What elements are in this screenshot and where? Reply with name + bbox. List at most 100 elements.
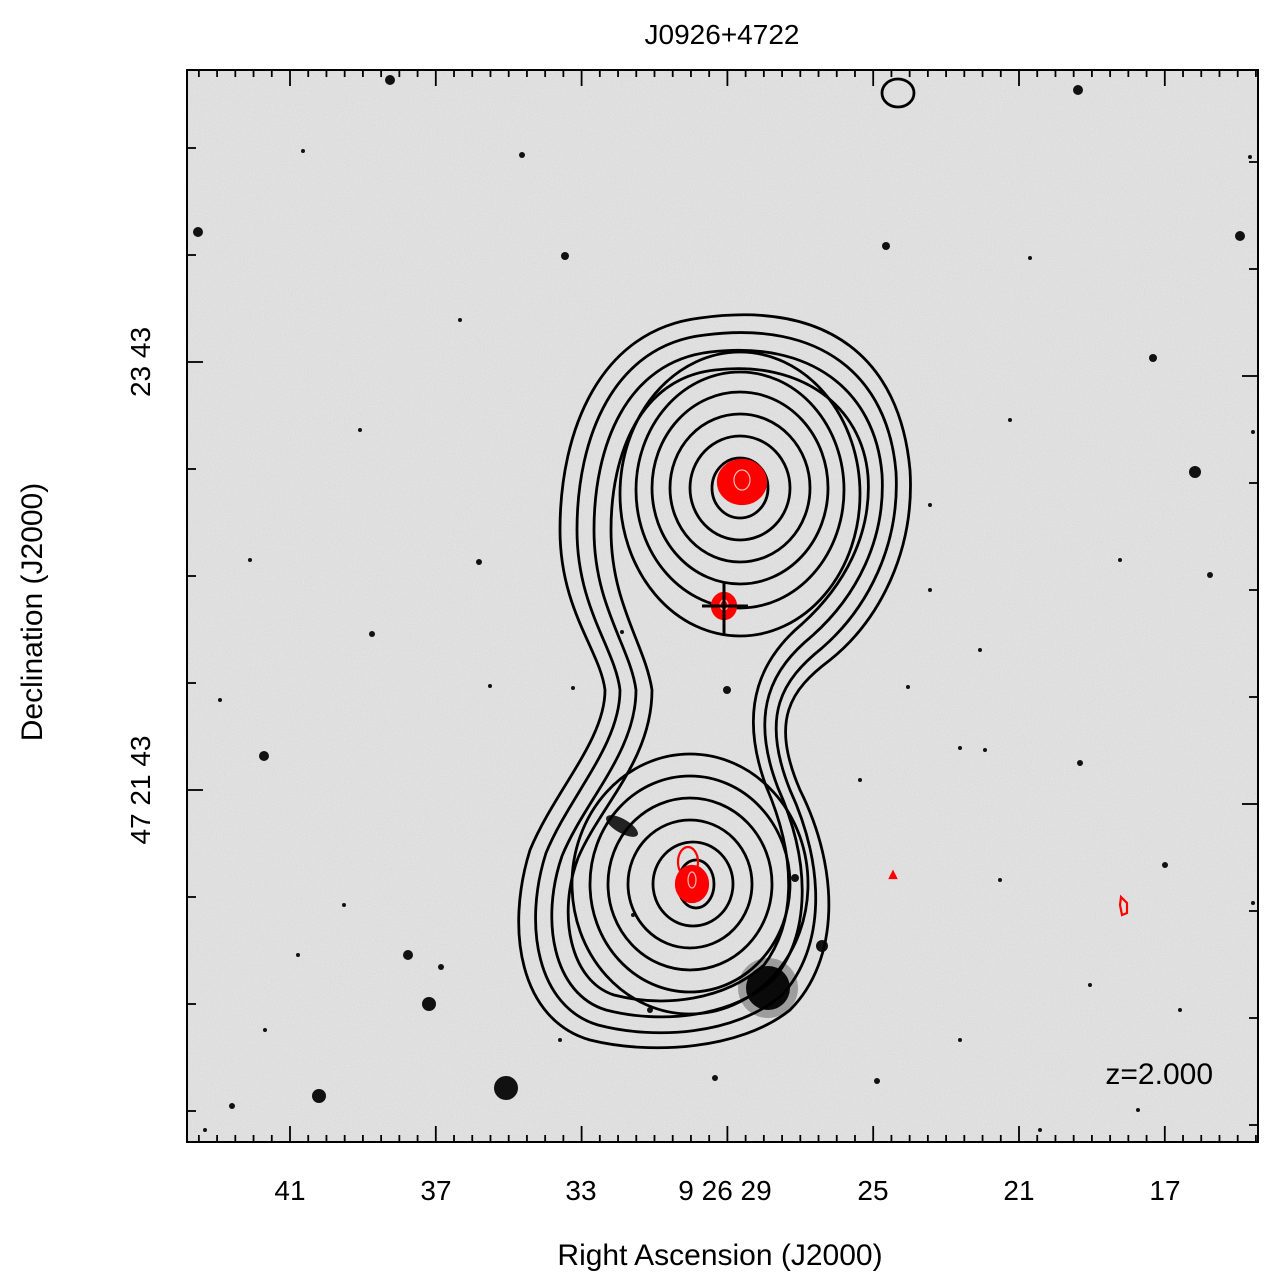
star xyxy=(476,559,482,565)
x-tick-label: 9 26 29 xyxy=(678,1175,771,1206)
star xyxy=(1248,155,1252,159)
star xyxy=(494,1076,518,1100)
star xyxy=(301,149,305,153)
radio-contours xyxy=(517,77,916,1050)
x-tick-label: 41 xyxy=(274,1175,305,1206)
x-tick-label: 21 xyxy=(1003,1175,1034,1206)
star xyxy=(620,630,624,634)
radio-contour-south-4 xyxy=(626,818,754,950)
star xyxy=(958,1038,962,1042)
red-hotspot-south-inner xyxy=(687,871,697,889)
radio-contour-north-5 xyxy=(688,434,792,542)
x-tick-label: 33 xyxy=(565,1175,596,1206)
star xyxy=(874,1078,880,1084)
red-hotspot-north-inner xyxy=(733,469,751,491)
star xyxy=(561,252,569,260)
y-tick-label: 23 43 xyxy=(125,327,156,397)
radio-contour-outer-1 xyxy=(517,313,912,1050)
star xyxy=(312,1089,326,1103)
star xyxy=(928,503,932,507)
x-tick-label: 37 xyxy=(420,1175,451,1206)
y-axis-label: Declination (J2000) xyxy=(16,483,49,741)
radio-contour-south-1 xyxy=(570,752,810,1016)
star xyxy=(358,428,362,432)
radio-contour-isolated xyxy=(880,77,916,109)
plot-frame xyxy=(186,69,1259,1143)
star xyxy=(978,648,982,652)
star xyxy=(1136,1108,1140,1112)
star xyxy=(1235,231,1245,241)
radio-contour-north-1 xyxy=(618,350,862,638)
star xyxy=(1189,466,1201,478)
star xyxy=(229,1103,235,1109)
radio-contour-outer-2 xyxy=(534,331,898,1035)
red-hotspot-north xyxy=(716,458,768,506)
star xyxy=(193,227,203,237)
radio-contour-north-6 xyxy=(710,456,770,520)
y-tick-label: 47 21 43 xyxy=(125,736,156,845)
star xyxy=(791,874,799,882)
star xyxy=(519,152,525,158)
elongated-galaxy xyxy=(606,815,638,837)
star xyxy=(1073,85,1083,95)
star xyxy=(1207,572,1213,578)
star xyxy=(1149,354,1157,362)
star xyxy=(723,686,731,694)
star xyxy=(558,1038,562,1042)
red-contour-small-1 xyxy=(888,869,898,880)
radio-contour-south-2 xyxy=(588,774,792,994)
star xyxy=(296,953,300,957)
red-contour-small-2 xyxy=(1118,894,1129,917)
star xyxy=(1162,862,1168,868)
star-field xyxy=(193,75,1255,1132)
radio-contour-north-2 xyxy=(634,370,846,610)
star xyxy=(458,318,462,322)
star xyxy=(1088,983,1092,987)
star xyxy=(998,878,1002,882)
star xyxy=(1038,1128,1042,1132)
radio-contour-north-4 xyxy=(668,412,812,564)
figure-title: J0926+4722 xyxy=(645,19,800,50)
y-tick-labels: 23 43 47 21 43 xyxy=(125,327,156,845)
axis-ticks xyxy=(187,70,1258,1142)
star xyxy=(928,588,932,592)
star xyxy=(488,684,492,688)
star xyxy=(858,778,862,782)
radio-contour-outer-4 xyxy=(566,367,870,1003)
star xyxy=(1118,558,1122,562)
star xyxy=(1008,418,1012,422)
x-tick-label: 17 xyxy=(1149,1175,1180,1206)
star xyxy=(369,631,375,637)
radio-contour-south-5 xyxy=(651,840,735,928)
x-axis-label: Right Ascension (J2000) xyxy=(557,1239,882,1272)
star xyxy=(906,685,910,689)
star xyxy=(882,242,890,250)
star xyxy=(1251,430,1255,434)
radio-contour-north-3 xyxy=(650,390,830,586)
star xyxy=(647,1007,653,1013)
red-hotspot-south xyxy=(674,864,710,904)
x-tick-label: 25 xyxy=(857,1175,888,1206)
star xyxy=(571,686,575,690)
star xyxy=(203,1128,207,1132)
star xyxy=(342,903,346,907)
star xyxy=(958,746,962,750)
star xyxy=(422,997,436,1011)
star xyxy=(248,558,252,562)
x-tick-labels: 41 37 33 9 26 29 25 21 17 xyxy=(274,1175,1180,1206)
crosshair-plus-icon xyxy=(702,582,748,634)
star xyxy=(438,964,444,970)
star xyxy=(1028,256,1032,260)
star xyxy=(1077,760,1083,766)
star xyxy=(712,1075,718,1081)
star xyxy=(263,1028,267,1032)
star xyxy=(385,75,395,85)
radio-contour-south-3 xyxy=(606,796,774,972)
redshift-annotation: z=2.000 xyxy=(1105,1058,1213,1091)
star xyxy=(1178,1008,1182,1012)
star xyxy=(218,698,222,702)
star xyxy=(983,748,987,752)
star xyxy=(259,751,269,761)
star xyxy=(403,950,413,960)
